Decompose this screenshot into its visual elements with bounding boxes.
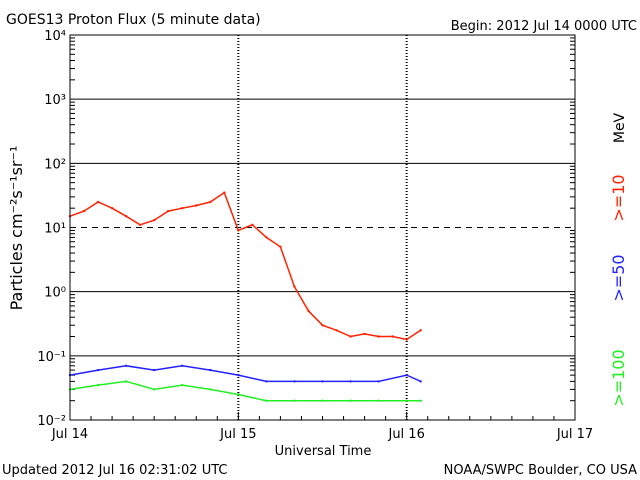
begin-time: Begin: 2012 Jul 14 0000 UTC [451,19,637,34]
legend-entry-100: >=100 [609,349,628,406]
data-point [293,285,296,288]
data-point [237,229,240,232]
data-point [181,207,184,210]
x-tick-labels: Jul 14 Jul 15 Jul 16 Jul 17 [51,427,593,442]
data-point [223,191,226,194]
data-point [265,399,268,402]
x-tick-label: Jul 17 [556,427,593,442]
data-point [419,329,422,332]
y-tick-label: 10² [44,157,66,172]
legend: >=10 >=50 >=100 MeV [609,112,628,406]
y-axis-label: Particles cm⁻²s⁻¹sr⁻¹ [7,146,26,311]
x-tick-label: Jul 16 [387,427,424,442]
data-point [195,204,198,207]
data-point [153,219,156,222]
y-tick-label: 10⁻¹ [37,350,66,365]
x-tick-label: Jul 14 [51,427,88,442]
data-point [96,200,100,204]
data-point [251,223,254,226]
data-point [209,388,212,391]
data-point [405,373,408,377]
data-point [96,383,100,387]
data-point [138,223,142,226]
series-group [68,191,422,402]
data-point [349,335,352,338]
data-point [96,368,100,372]
data-point [391,335,394,338]
data-point [110,207,114,210]
x-tick-label: Jul 15 [219,427,256,442]
data-point [335,329,338,332]
x-axis-label: Universal Time [275,444,372,459]
y-tick-label: 10³ [44,93,66,108]
series-line-50 [69,365,422,383]
data-point [363,332,366,336]
data-point [124,215,128,218]
data-point [209,200,212,204]
data-point [377,335,380,338]
data-point [124,364,128,367]
data-point [181,364,184,367]
grid [69,35,576,420]
data-point [377,399,380,402]
data-point [265,380,268,383]
data-point [307,309,310,313]
source-credit: NOAA/SWPC Boulder, CO USA [444,463,637,478]
legend-entry-10: >=10 [609,174,628,221]
data-point [153,388,156,391]
y-tick-label: 10⁴ [44,29,66,44]
data-point [237,393,240,396]
data-point [321,380,324,383]
series-line-10 [69,191,422,341]
data-point [181,383,184,387]
data-point [279,245,282,248]
chart-title: GOES13 Proton Flux (5 minute data) [6,12,261,28]
data-point [167,209,170,213]
data-point [321,324,324,327]
data-point [405,399,408,402]
y-tick-labels: 10⁻² 10⁻¹ 10⁰ 10¹ 10² 10³ 10⁴ [37,29,66,429]
y-tick-label: 10⁰ [44,286,66,301]
data-point [405,338,408,341]
data-point [82,209,86,213]
legend-entry-50: >=50 [609,254,628,301]
data-point [209,368,212,372]
data-point [349,380,352,383]
series-line-100 [69,380,421,402]
data-point [321,399,324,402]
data-point [293,380,296,383]
y-tick-label: 10¹ [44,222,66,237]
y-tick-label: 10⁻² [37,414,66,429]
plot-frame [69,34,576,421]
updated-timestamp: Updated 2012 Jul 16 02:31:02 UTC [2,463,227,478]
legend-unit: MeV [612,112,628,143]
data-point [237,373,240,377]
data-point [265,236,268,239]
data-point [153,368,156,372]
data-point [124,380,128,383]
data-point [349,399,352,402]
data-point [419,399,422,402]
data-point [377,380,380,383]
data-point [419,380,422,383]
data-point [293,399,296,402]
